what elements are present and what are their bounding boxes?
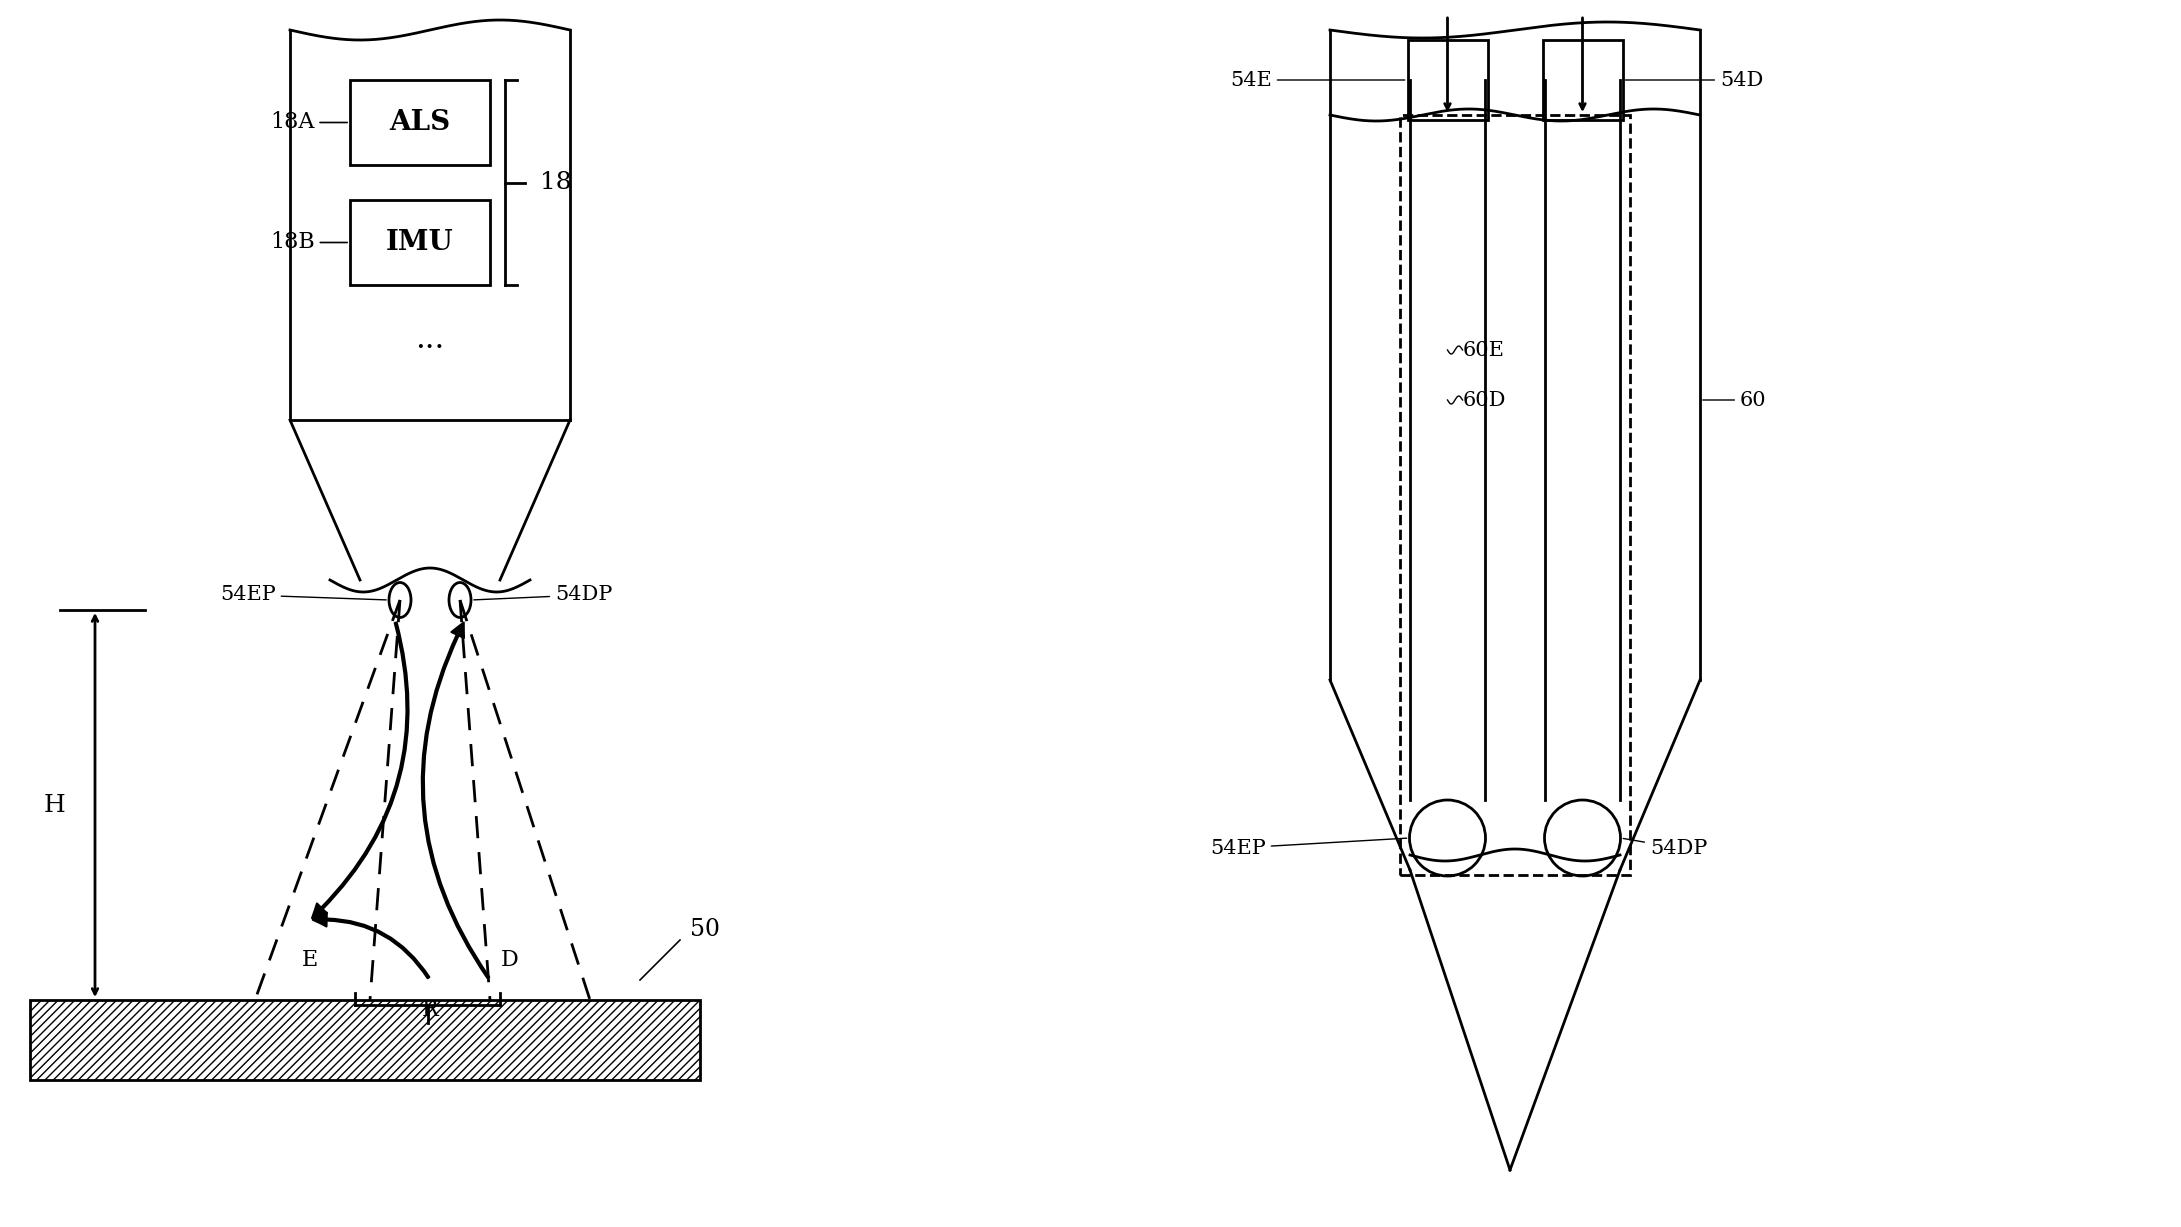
Bar: [349, 200, 491, 285]
Text: IMU: IMU: [386, 229, 454, 256]
Text: D: D: [502, 948, 519, 971]
Text: 50: 50: [689, 919, 720, 941]
Bar: [1542, 40, 1623, 120]
Text: ...: ...: [414, 324, 445, 356]
Bar: [31, 1000, 700, 1080]
Text: 54E: 54E: [1230, 70, 1405, 90]
Text: 54D: 54D: [1625, 70, 1764, 90]
Text: E: E: [301, 948, 318, 971]
Text: 60D: 60D: [1463, 390, 1507, 410]
Text: 18B: 18B: [270, 232, 347, 254]
FancyArrowPatch shape: [421, 622, 489, 978]
FancyArrowPatch shape: [312, 622, 408, 918]
Text: H: H: [44, 794, 65, 816]
Text: 60: 60: [1703, 390, 1767, 410]
FancyArrowPatch shape: [312, 913, 430, 978]
Text: 18A: 18A: [270, 112, 347, 134]
Text: 54DP: 54DP: [1623, 838, 1708, 858]
Text: 54EP: 54EP: [220, 585, 386, 605]
Text: 54EP: 54EP: [1210, 838, 1407, 858]
Text: 54DP: 54DP: [473, 585, 613, 605]
Text: ALS: ALS: [390, 109, 451, 136]
Bar: [349, 80, 491, 164]
Text: 18: 18: [541, 171, 571, 194]
Bar: [1400, 115, 1629, 875]
Text: 60E: 60E: [1463, 341, 1505, 360]
Bar: [1407, 40, 1487, 120]
Text: R: R: [421, 999, 438, 1021]
